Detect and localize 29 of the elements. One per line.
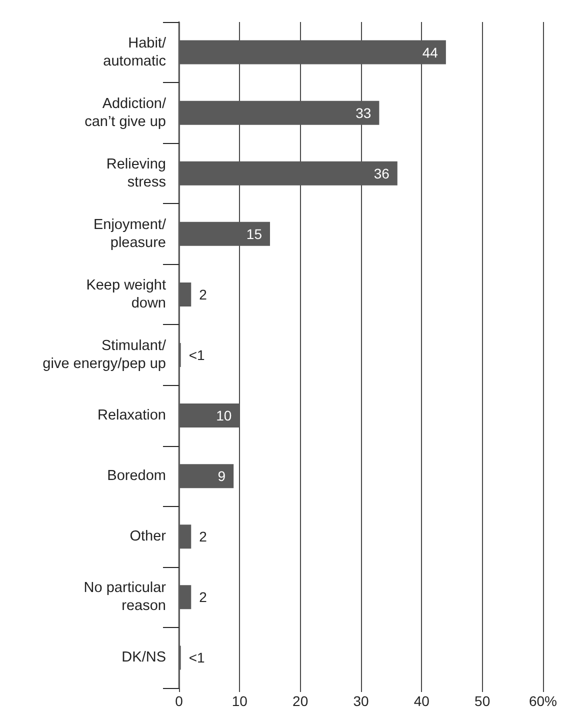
y-tick-label: Relaxation <box>97 408 166 424</box>
x-tick-label: 30 <box>353 693 369 709</box>
y-tick-label: Boredom <box>107 468 166 484</box>
data-label: 2 <box>199 589 208 606</box>
data-label: 9 <box>218 468 226 484</box>
y-tick-label: Addiction/ can’t give up <box>84 96 167 130</box>
data-label: 44 <box>422 44 438 60</box>
y-tick-label: DK/NS <box>122 650 166 666</box>
data-label: <1 <box>188 650 205 666</box>
y-tick-label: Enjoyment/ pleasure <box>93 216 167 251</box>
y-tick-label: Stimulant/ give energy/pep up <box>42 338 167 372</box>
data-label: 33 <box>356 104 372 121</box>
y-tick-label: Keep weight down <box>86 277 166 312</box>
y-tick-label: Other <box>130 528 166 545</box>
x-tick-label: 10 <box>232 693 248 709</box>
data-label: <1 <box>188 347 205 363</box>
x-tick-label: 60% <box>528 693 558 709</box>
y-tick-label: Habit/ automatic <box>103 35 167 70</box>
x-tick-label: 0 <box>175 693 184 709</box>
x-tick-label: 40 <box>414 693 430 709</box>
x-tick-label: 20 <box>292 693 308 709</box>
data-label: 2 <box>199 286 208 302</box>
y-tick-label: Relieving stress <box>106 156 166 190</box>
x-tick-label: 50 <box>474 693 490 709</box>
data-label: 2 <box>199 528 208 545</box>
data-label: 10 <box>216 408 232 424</box>
data-label: 36 <box>374 165 390 182</box>
data-label: 15 <box>246 226 262 242</box>
y-tick-label: No particular reason <box>84 580 166 614</box>
